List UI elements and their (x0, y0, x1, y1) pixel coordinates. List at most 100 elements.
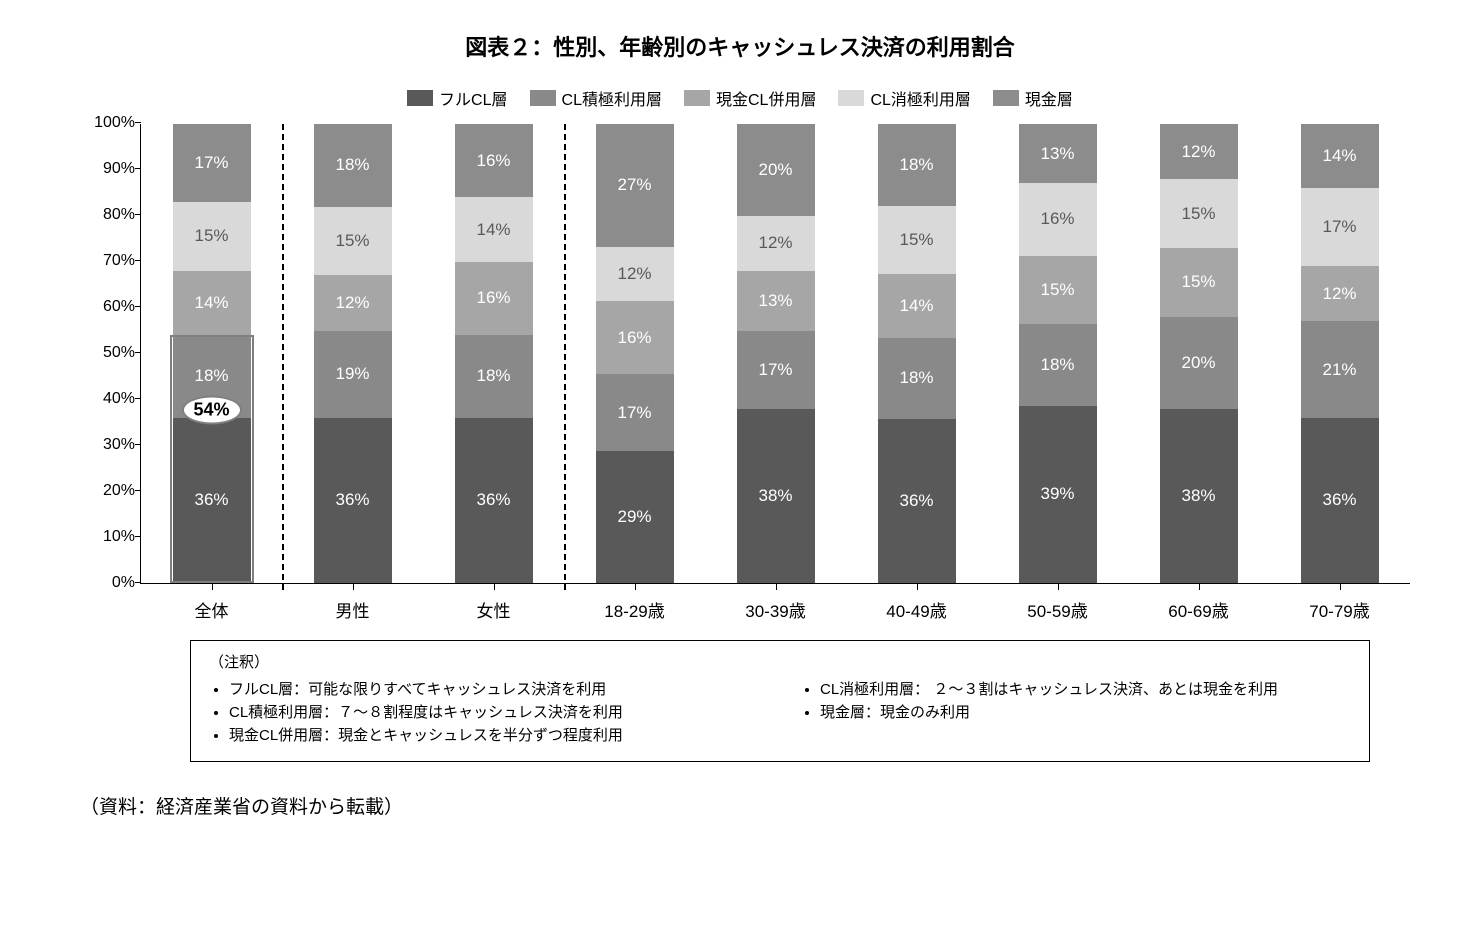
y-tick (135, 122, 141, 123)
x-axis-label: 女性 (477, 597, 511, 622)
source-citation: （資料：経済産業省の資料から転載） (80, 792, 1440, 819)
x-axis-label: 18-29歳 (604, 597, 664, 622)
bar-slot: 36%21%12%17%14%70-79歳 (1269, 124, 1410, 583)
x-axis-label: 60-69歳 (1168, 597, 1228, 622)
y-tick (135, 260, 141, 261)
y-tick (135, 444, 141, 445)
legend-swatch (684, 90, 710, 106)
y-axis-label: 60% (81, 298, 135, 316)
bar-segment: 36% (314, 418, 392, 583)
bar: 39%18%15%16%13% (1019, 124, 1097, 583)
bar-segment: 18% (455, 335, 533, 418)
x-tick (776, 583, 777, 590)
bar-segment: 21% (1301, 321, 1379, 417)
x-tick (917, 583, 918, 590)
bar-segment: 18% (1019, 324, 1097, 406)
chart-area: 36%18%14%15%17%54%全体36%19%12%15%18%男性36%… (70, 124, 1410, 762)
bar-segment: 14% (1301, 124, 1379, 188)
x-tick (353, 583, 354, 590)
x-axis-label: 30-39歳 (745, 597, 805, 622)
note-item: フルCL層：可能な限りすべてキャッシュレス決済を利用 (229, 678, 760, 699)
bar-segment: 29% (596, 451, 674, 583)
bar-segment: 17% (1301, 188, 1379, 266)
bar-segment: 39% (1019, 406, 1097, 583)
bar-segment: 12% (1160, 124, 1238, 179)
stacked-bar-chart: 36%18%14%15%17%54%全体36%19%12%15%18%男性36%… (140, 124, 1410, 584)
legend-item: 現金CL併用層 (684, 86, 816, 110)
y-axis-label: 10% (81, 528, 135, 546)
legend-label: CL積極利用層 (562, 86, 662, 110)
bar-slot: 38%17%13%12%20%30-39歳 (705, 124, 846, 583)
bar-slot: 29%17%16%12%27%18-29歳 (564, 124, 705, 583)
legend-label: フルCL層 (439, 86, 507, 110)
y-axis-label: 0% (81, 574, 135, 592)
x-tick (1058, 583, 1059, 590)
legend-swatch (407, 90, 433, 106)
x-axis-label: 70-79歳 (1309, 597, 1369, 622)
legend-swatch (838, 90, 864, 106)
bar-segment: 20% (737, 124, 815, 216)
bar-segment: 38% (737, 409, 815, 583)
bar-segment: 36% (878, 419, 956, 583)
notes-heading: （注釈） (209, 651, 1351, 672)
bar-segment: 15% (878, 206, 956, 274)
bar-segment: 13% (737, 271, 815, 331)
note-item: CL積極利用層：７〜８割程度はキャッシュレス決済を利用 (229, 701, 760, 722)
x-axis-label: 全体 (195, 597, 229, 622)
x-tick (1199, 583, 1200, 590)
x-axis-label: 40-49歳 (886, 597, 946, 622)
y-tick (135, 582, 141, 583)
bar: 29%17%16%12%27% (596, 124, 674, 583)
bar: 36%18%14%15%17%54% (173, 124, 251, 583)
bar: 36%18%14%15%18% (878, 124, 956, 583)
x-tick (494, 583, 495, 590)
bar-slot: 36%18%14%15%18%40-49歳 (846, 124, 987, 583)
legend-item: CL積極利用層 (530, 86, 662, 110)
y-axis-label: 50% (81, 344, 135, 362)
x-axis-label: 男性 (336, 597, 370, 622)
y-axis-label: 30% (81, 436, 135, 454)
note-item: 現金層：現金のみ利用 (820, 701, 1351, 722)
x-tick (1340, 583, 1341, 590)
legend-item: CL消極利用層 (838, 86, 970, 110)
y-axis-label: 40% (81, 390, 135, 408)
legend-swatch (993, 90, 1019, 106)
legend-item: 現金層 (993, 86, 1073, 110)
bar-segment: 18% (878, 124, 956, 206)
note-item: CL消極利用層： ２〜３割はキャッシュレス決済、あとは現金を利用 (820, 678, 1351, 699)
bar-segment: 15% (173, 202, 251, 271)
group-divider (282, 124, 284, 590)
bar-slot: 36%18%14%15%17%54%全体 (141, 124, 282, 583)
y-axis-label: 80% (81, 206, 135, 224)
bar-slot: 39%18%15%16%13%50-59歳 (987, 124, 1128, 583)
annotation-badge: 54% (181, 395, 241, 424)
bar: 36%21%12%17%14% (1301, 124, 1379, 583)
bar-segment: 12% (1301, 266, 1379, 321)
y-tick (135, 536, 141, 537)
y-tick (135, 168, 141, 169)
bar-segment: 14% (455, 197, 533, 261)
bar-segment: 15% (1160, 248, 1238, 317)
bar-slot: 38%20%15%15%12%60-69歳 (1128, 124, 1269, 583)
legend-item: フルCL層 (407, 86, 507, 110)
y-axis-label: 90% (81, 160, 135, 178)
legend-label: 現金CL併用層 (716, 86, 816, 110)
bar-slot: 36%18%16%14%16%女性 (423, 124, 564, 583)
bar-segment: 18% (878, 338, 956, 420)
x-tick (212, 583, 213, 590)
bar-segment: 15% (1019, 256, 1097, 324)
note-item: 現金CL併用層：現金とキャッシュレスを半分ずつ程度利用 (229, 724, 760, 745)
bar-segment: 17% (737, 331, 815, 409)
bar-segment: 19% (314, 331, 392, 418)
bar: 36%18%16%14%16% (455, 124, 533, 583)
bar-segment: 36% (173, 418, 251, 583)
y-axis-label: 100% (81, 114, 135, 132)
y-axis-label: 20% (81, 482, 135, 500)
bar-segment: 12% (314, 275, 392, 330)
bar-segment: 20% (1160, 317, 1238, 409)
notes-left-list: フルCL層：可能な限りすべてキャッシュレス決済を利用CL積極利用層：７〜８割程度… (209, 678, 760, 745)
notes-box: （注釈） フルCL層：可能な限りすべてキャッシュレス決済を利用CL積極利用層：７… (190, 640, 1370, 762)
bar-slot: 36%19%12%15%18%男性 (282, 124, 423, 583)
group-divider (564, 124, 566, 590)
bar-segment: 12% (737, 216, 815, 271)
